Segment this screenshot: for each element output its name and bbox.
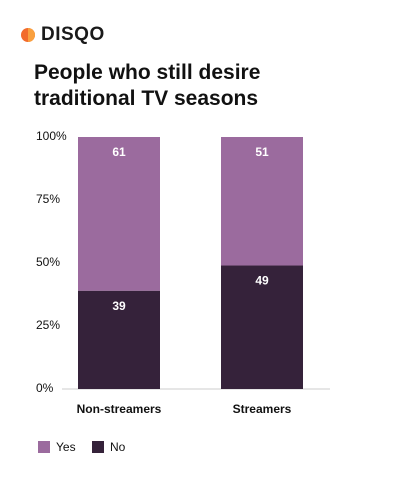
- legend-swatch: [38, 441, 50, 453]
- legend-swatch: [92, 441, 104, 453]
- data-label: 61: [112, 145, 126, 159]
- y-tick-label: 50%: [36, 255, 60, 269]
- legend-label: No: [110, 440, 126, 454]
- brand-name: DISQO: [41, 24, 105, 45]
- brand-icon: [21, 28, 35, 42]
- legend-label: Yes: [56, 440, 76, 454]
- data-label: 39: [112, 299, 126, 313]
- bar-segment: [78, 290, 160, 389]
- data-label: 49: [255, 274, 269, 288]
- x-tick-label: Streamers: [233, 402, 292, 416]
- brand: DISQO: [20, 24, 105, 46]
- y-tick-label: 75%: [36, 192, 60, 206]
- x-tick-label: Non-streamers: [77, 402, 162, 416]
- bar-segment: [221, 137, 303, 266]
- y-tick-label: 100%: [36, 129, 67, 143]
- data-label: 51: [255, 145, 269, 159]
- y-tick-label: 0%: [36, 381, 54, 395]
- y-tick-label: 25%: [36, 318, 60, 332]
- chart-title: People who still desire traditional TV s…: [34, 61, 261, 110]
- bar-segment: [78, 137, 160, 291]
- bar-segment: [221, 265, 303, 389]
